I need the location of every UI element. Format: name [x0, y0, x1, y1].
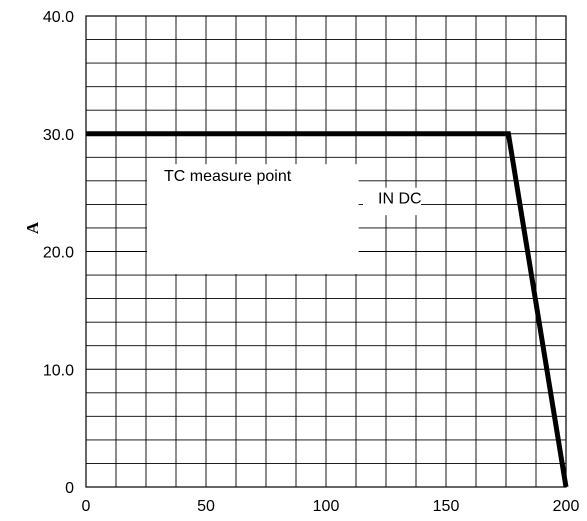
x-tick-label: 0	[82, 498, 91, 515]
y-tick-label: 20.0	[43, 245, 74, 262]
in-dc-label: IN DC	[378, 191, 422, 208]
series-line	[86, 131, 569, 488]
plot-frame	[85, 15, 567, 488]
in-dc-label-box	[363, 187, 421, 216]
x-tick-label: 200	[553, 498, 580, 515]
y-axis-ticks: 0 10.0 20.0 30.0 40.0	[43, 9, 74, 497]
y-tick-label: 40.0	[43, 9, 74, 26]
y-tick-label: 0	[65, 480, 74, 497]
y-tick-label: 30.0	[43, 127, 74, 144]
x-tick-label: 150	[433, 498, 460, 515]
tc-measure-point-label: TC measure point	[164, 168, 292, 185]
y-axis-label: A	[23, 221, 42, 234]
tc-measure-point-box	[147, 164, 359, 275]
series-group	[86, 131, 569, 488]
y-tick-label: 10.0	[43, 362, 74, 379]
x-axis-ticks: 0 50 100 150 200	[82, 498, 580, 515]
x-tick-label: 50	[197, 498, 215, 515]
x-tick-label: 100	[313, 498, 340, 515]
